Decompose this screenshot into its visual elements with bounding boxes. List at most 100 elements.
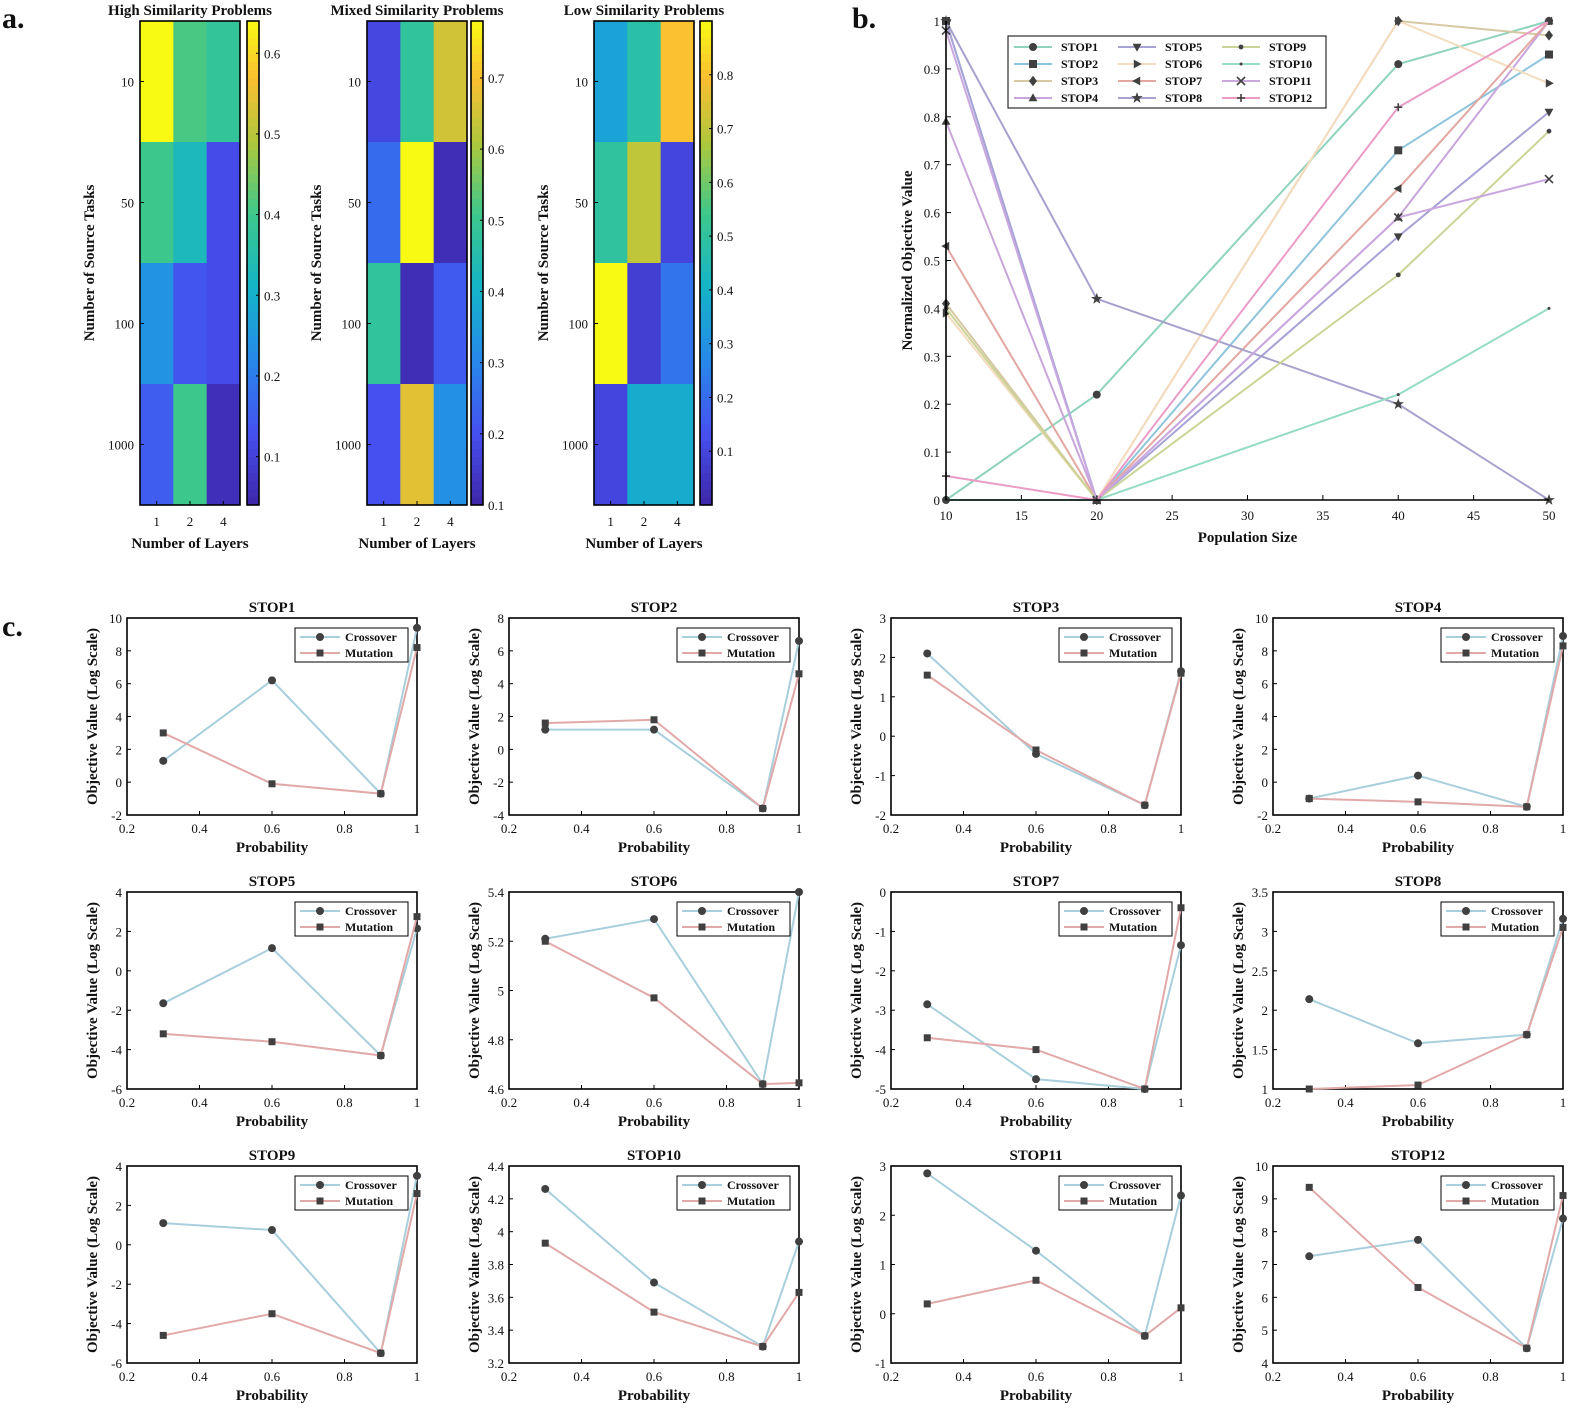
data-point [268, 1226, 276, 1235]
data-point [268, 780, 276, 788]
x-tick-label: 0.4 [955, 821, 972, 836]
colorbar-segment [471, 488, 483, 498]
colorbar-segment [247, 174, 259, 183]
data-point [1305, 1183, 1313, 1191]
x-axis-label: Probability [618, 840, 691, 856]
data-point [923, 1300, 931, 1308]
colorbar-segment [247, 392, 259, 401]
colorbar-segment [471, 53, 483, 62]
series-line [1308, 1186, 1564, 1350]
series-mutation [541, 670, 803, 812]
x-tick-label: 1 [414, 1369, 421, 1384]
x-tick-label: 10 [940, 508, 953, 523]
legend: Crossover Mutation [676, 901, 791, 937]
colorbar-segment [700, 125, 712, 135]
legend-item: Mutation [1064, 1194, 1157, 1208]
colorbar-tick-label: 0.1 [717, 444, 733, 459]
x-tick-label: 35 [1316, 508, 1329, 523]
colorbar-segment [247, 109, 259, 119]
colorbar-segment [471, 117, 483, 127]
data-point [923, 1169, 932, 1178]
legend-marker [1080, 907, 1088, 915]
legend-item: Crossover [1446, 1178, 1543, 1192]
colorbar-segment [471, 230, 483, 240]
stop5: STOP5 0.2 0.4 0.6 0.8 1 -6 -4 -2 0 2 4 Probability Ob… [85, 874, 421, 1130]
legend-label: Crossover [1491, 1178, 1543, 1192]
colorbar-segment [700, 367, 712, 377]
x-tick-label: 0.8 [718, 1095, 734, 1110]
x-tick-label: 1 [380, 514, 387, 529]
legend-label: STOP3 [1061, 74, 1098, 88]
legend-marker [698, 923, 706, 931]
data-point [650, 725, 658, 734]
data-point [759, 1343, 767, 1351]
data-point [650, 915, 658, 924]
legend-marker [698, 1181, 706, 1189]
series-line [926, 944, 1182, 1091]
colorbar-segment [471, 319, 483, 329]
colorbar-segment [700, 432, 712, 441]
y-tick-label: 3.2 [488, 1356, 504, 1371]
legend: Crossover Mutation [1440, 627, 1555, 663]
y-axis-label: Objective Value (Log Scale) [849, 902, 865, 1079]
y-tick-label: 4 [116, 1159, 123, 1174]
colorbar-segment [471, 158, 483, 167]
legend-label: Mutation [1491, 1194, 1539, 1208]
colorbar-segment [471, 246, 483, 256]
x-axis-label: Probability [1382, 1114, 1455, 1130]
data-point [1523, 803, 1531, 811]
colorbar-segment [247, 295, 259, 304]
data-point [795, 636, 803, 645]
x-tick-label: 0.8 [336, 1369, 352, 1384]
colorbar-segment [471, 61, 483, 70]
colorbar-segment [700, 303, 712, 312]
legend-item: Mutation [300, 1194, 393, 1208]
colorbar-segment [247, 440, 259, 450]
colorbar-segment [471, 85, 483, 95]
stop6: STOP6 0.2 0.4 0.6 0.8 1 4.6 4.8 5 5.2 5.4 Probabili… [467, 874, 803, 1130]
data-point [1032, 1046, 1040, 1054]
colorbar-segment [247, 158, 259, 167]
x-tick-label: 0.4 [955, 1095, 972, 1110]
legend-box [1058, 627, 1173, 663]
colorbar-segment [700, 246, 712, 256]
stop10: STOP10 0.2 0.4 0.6 0.8 1 3.2 3.4 3.6 3.8 4 4.2 4.4 Pr… [467, 1148, 803, 1404]
data-point [1394, 103, 1403, 112]
heatmap-cell [400, 142, 435, 264]
series-mutation [923, 669, 1185, 809]
colorbar-segment [700, 295, 712, 304]
colorbar-segment [700, 109, 712, 119]
heatmap-cell [206, 21, 241, 143]
y-tick-label: 0 [1262, 775, 1269, 790]
colorbar-segment [247, 408, 259, 417]
colorbar-segment [700, 440, 712, 450]
x-axis-label: Probability [236, 1114, 309, 1130]
y-tick-label: 8 [1262, 644, 1269, 659]
stop3: STOP3 0.2 0.4 0.6 0.8 1 -2 -1 0 1 2 3 Probability Obj… [849, 600, 1185, 856]
colorbar-segment [471, 45, 483, 54]
data-point [1393, 184, 1402, 194]
colorbar-tick-label: 0.8 [717, 68, 733, 83]
colorbar-segment [471, 472, 483, 482]
y-tick-label: 4 [116, 885, 123, 900]
x-axis-label: Probability [236, 840, 309, 856]
legend-label: STOP2 [1061, 57, 1098, 71]
y-tick-label: 3.5 [1252, 885, 1268, 900]
legend-label: Crossover [1491, 904, 1543, 918]
series-line [926, 652, 1182, 807]
legend-label: Mutation [1109, 1194, 1157, 1208]
legend-label: Mutation [1491, 920, 1539, 934]
y-tick-label: 10 [575, 75, 588, 90]
x-tick-label: 20 [1090, 508, 1103, 523]
legend-item: STOP8 [1118, 91, 1202, 105]
data-point [413, 913, 421, 921]
y-tick-label: 0 [498, 742, 505, 757]
series-crossover [1305, 1214, 1567, 1353]
colorbar-segment [700, 375, 712, 385]
colorbar-segment [247, 384, 259, 393]
data-point [1393, 233, 1403, 242]
legend-box [294, 1175, 409, 1211]
colorbar-segment [471, 424, 483, 433]
data-point [1523, 1031, 1531, 1039]
colorbar-segment [700, 101, 712, 111]
